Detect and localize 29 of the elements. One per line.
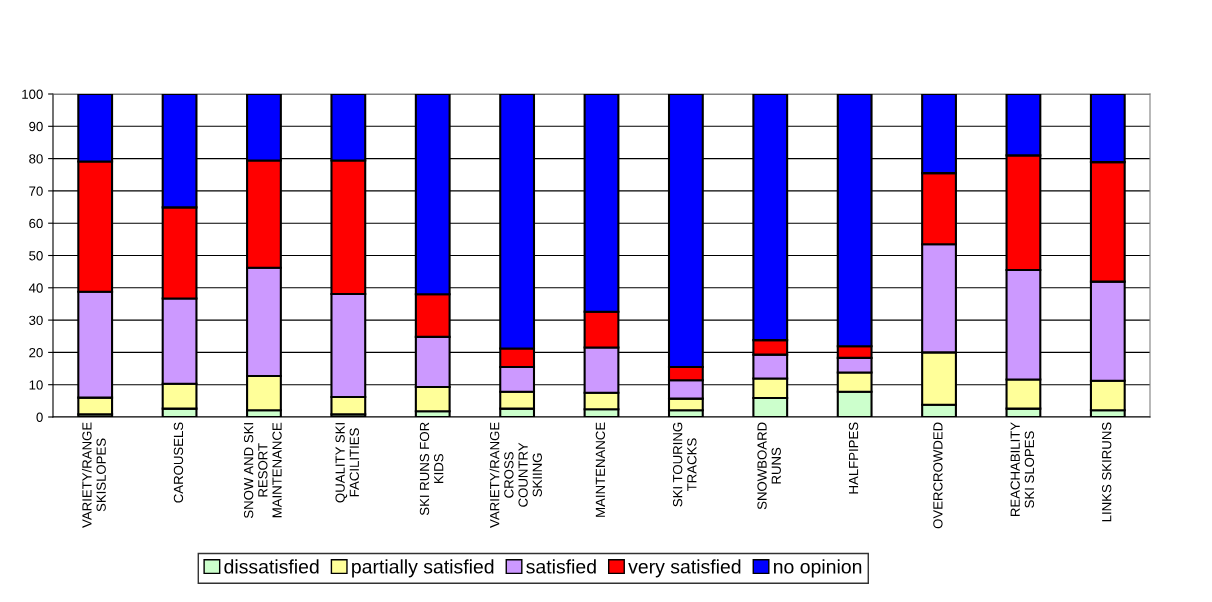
y-tick-label: 10 [29, 380, 43, 390]
x-tick-label: SKI RUNS FOR KIDS [419, 422, 444, 516]
x-tick-label: SNOW AND SKI RESORT MAINTENANCE [243, 422, 282, 519]
x-tick-label: SNOWBOARD RUNS [757, 422, 781, 510]
legend-label: dissatisfied [224, 559, 319, 574]
x-tick-label: MAINTENANCE [595, 422, 606, 517]
legend-label: partially satisfied [352, 559, 494, 578]
y-tick-label: 90 [29, 121, 43, 132]
y-tick-label: 30 [29, 315, 43, 326]
x-tick-label: SKI TOURING TRACKS [672, 422, 697, 507]
y-tick-label: 100 [22, 89, 43, 99]
y-tick-label: 20 [29, 347, 43, 358]
y-tick-label: 80 [29, 154, 43, 164]
x-tick-label: REACHABILITY SKI SLOPES [1010, 422, 1035, 517]
x-tick-label: VARIETY/RANGE CROSS COUNTRY SKIING [489, 422, 542, 528]
y-tick-label: 40 [28, 283, 43, 293]
y-tick-label: 60 [29, 218, 43, 229]
legend-label: satisfied [526, 559, 596, 574]
legend-label: very satisfied [628, 559, 741, 578]
y-tick-label: 0 [36, 412, 43, 422]
y-tick-label: 50 [29, 251, 43, 261]
y-tick-label: 70 [29, 186, 43, 196]
x-tick-label: QUALITY SKI FACILITIES [335, 423, 359, 503]
x-tick-label: CAROUSELS [173, 422, 184, 503]
x-tick-label: VARIETY/RANGE SKISLOPES [81, 422, 106, 528]
x-tick-label: HALFPIPES [848, 422, 859, 494]
legend-label: no opinion [774, 559, 862, 578]
x-tick-label: OVERCROWDED [933, 422, 943, 529]
x-tick-label: LINKS SKIRUNS [1102, 422, 1112, 522]
